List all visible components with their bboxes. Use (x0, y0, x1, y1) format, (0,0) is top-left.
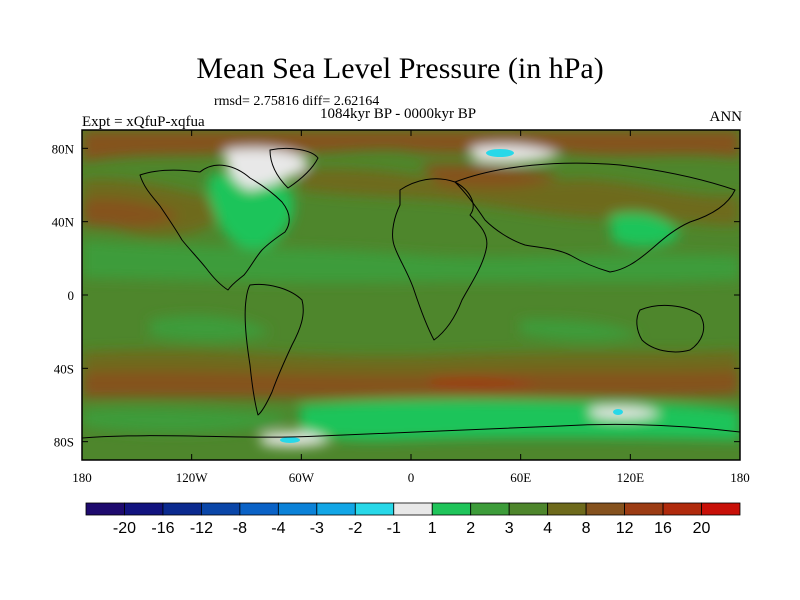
colorbar-label: -1 (387, 520, 401, 537)
x-tick-label: 180 (72, 470, 92, 485)
colorbar-label: -4 (271, 520, 285, 537)
colorbar-label: -12 (190, 520, 213, 537)
colorbar-label: 2 (466, 520, 475, 537)
colorbar-label: 4 (543, 520, 552, 537)
coast-antarctica (82, 423, 740, 439)
coast-greenland (269, 147, 319, 189)
coast-europe-africa (392, 178, 488, 341)
field-north-band-2 (300, 168, 740, 226)
axes: 180 120W 60W 0 60E 120E 180 80N 40N 0 40S 80S (52, 130, 750, 485)
field-barents-neg2 (486, 149, 514, 157)
y-tick-label: 40S (54, 361, 74, 376)
colorbar-swatch (662, 502, 702, 516)
pressure-field (82, 130, 740, 460)
colorbar-swatch (124, 502, 164, 516)
colorbar-label: 12 (616, 520, 634, 537)
season-label: ANN (709, 109, 743, 125)
x-tick-label: 0 (408, 470, 415, 485)
field-antarctic-neg1-b (590, 406, 660, 419)
rmsd-diff-stats: rmsd= 2.75816 diff= 2.62164 (214, 94, 380, 109)
x-tick-label: 60E (510, 470, 531, 485)
colorbar-label: 20 (693, 520, 711, 537)
y-tick-label: 80N (52, 141, 75, 156)
colorbar-swatch (162, 502, 202, 516)
experiment-label: Expt = xQfuP-xqfua (82, 114, 205, 130)
x-tick-label: 120W (176, 470, 209, 485)
colorbar-label: 1 (428, 520, 437, 537)
x-tick-label: 180 (730, 470, 750, 485)
chart-title: Mean Sea Level Pressure (in hPa) (196, 52, 604, 85)
colorbar-swatch (239, 502, 279, 516)
colorbar-swatch (393, 502, 433, 516)
colorbar-swatch (508, 502, 549, 516)
colorbar-swatch (585, 502, 625, 516)
field-antarctic-neg2-a (280, 437, 300, 443)
y-tick-label: 40N (52, 215, 75, 230)
colorbar-swatch (701, 502, 741, 516)
colorbar-swatch (201, 502, 241, 516)
field-south-pacific-2 (150, 315, 270, 341)
field-east-asia-1 (610, 212, 680, 247)
colorbar-swatch (354, 502, 395, 516)
field-antarctic-neg2-b (613, 409, 623, 415)
colorbar-label: 3 (505, 520, 514, 537)
colorbar: -20 -16 -12 -8 -4 -3 -2 -1 1 2 3 4 8 12 16 20 (85, 502, 741, 537)
field-south-band-12 (82, 370, 740, 399)
field-north-america-1 (208, 171, 294, 249)
field-antarctic-2 (82, 407, 290, 433)
colorbar-label: -3 (310, 520, 324, 537)
x-tick-label: 60W (289, 470, 315, 485)
colorbar-label: -16 (151, 520, 174, 537)
period-subtitle: 1084kyr BP - 0000kyr BP (320, 106, 477, 122)
field-barents-neg1 (470, 144, 560, 163)
colorbar-swatch (316, 502, 356, 516)
colorbar-label: -8 (233, 520, 247, 537)
colorbar-swatch (624, 502, 664, 516)
field-greenland-neg1 (225, 148, 310, 190)
coast-australia (636, 305, 705, 353)
colorbar-label: -20 (113, 520, 136, 537)
y-tick-label: 0 (68, 288, 75, 303)
coast-south-america (244, 283, 304, 416)
colorbar-swatch (85, 502, 125, 516)
field-arctic-high (82, 130, 740, 162)
coast-asia (454, 162, 736, 273)
field-pacific-brown (82, 198, 180, 228)
colorbar-label: 16 (654, 520, 672, 537)
colorbar-swatch (277, 502, 318, 516)
x-tick-label: 120E (617, 470, 645, 485)
field-south-band-16 (430, 376, 540, 390)
coastlines (82, 147, 740, 439)
colorbar-swatch (431, 502, 472, 516)
colorbar-swatch (547, 502, 587, 516)
y-tick-label: 80S (54, 435, 74, 450)
colorbar-swatch (470, 502, 510, 516)
colorbar-label: -2 (348, 520, 362, 537)
field-indian-2 (520, 319, 640, 341)
coast-north-america (139, 164, 290, 291)
colorbar-label: 8 (582, 520, 591, 537)
